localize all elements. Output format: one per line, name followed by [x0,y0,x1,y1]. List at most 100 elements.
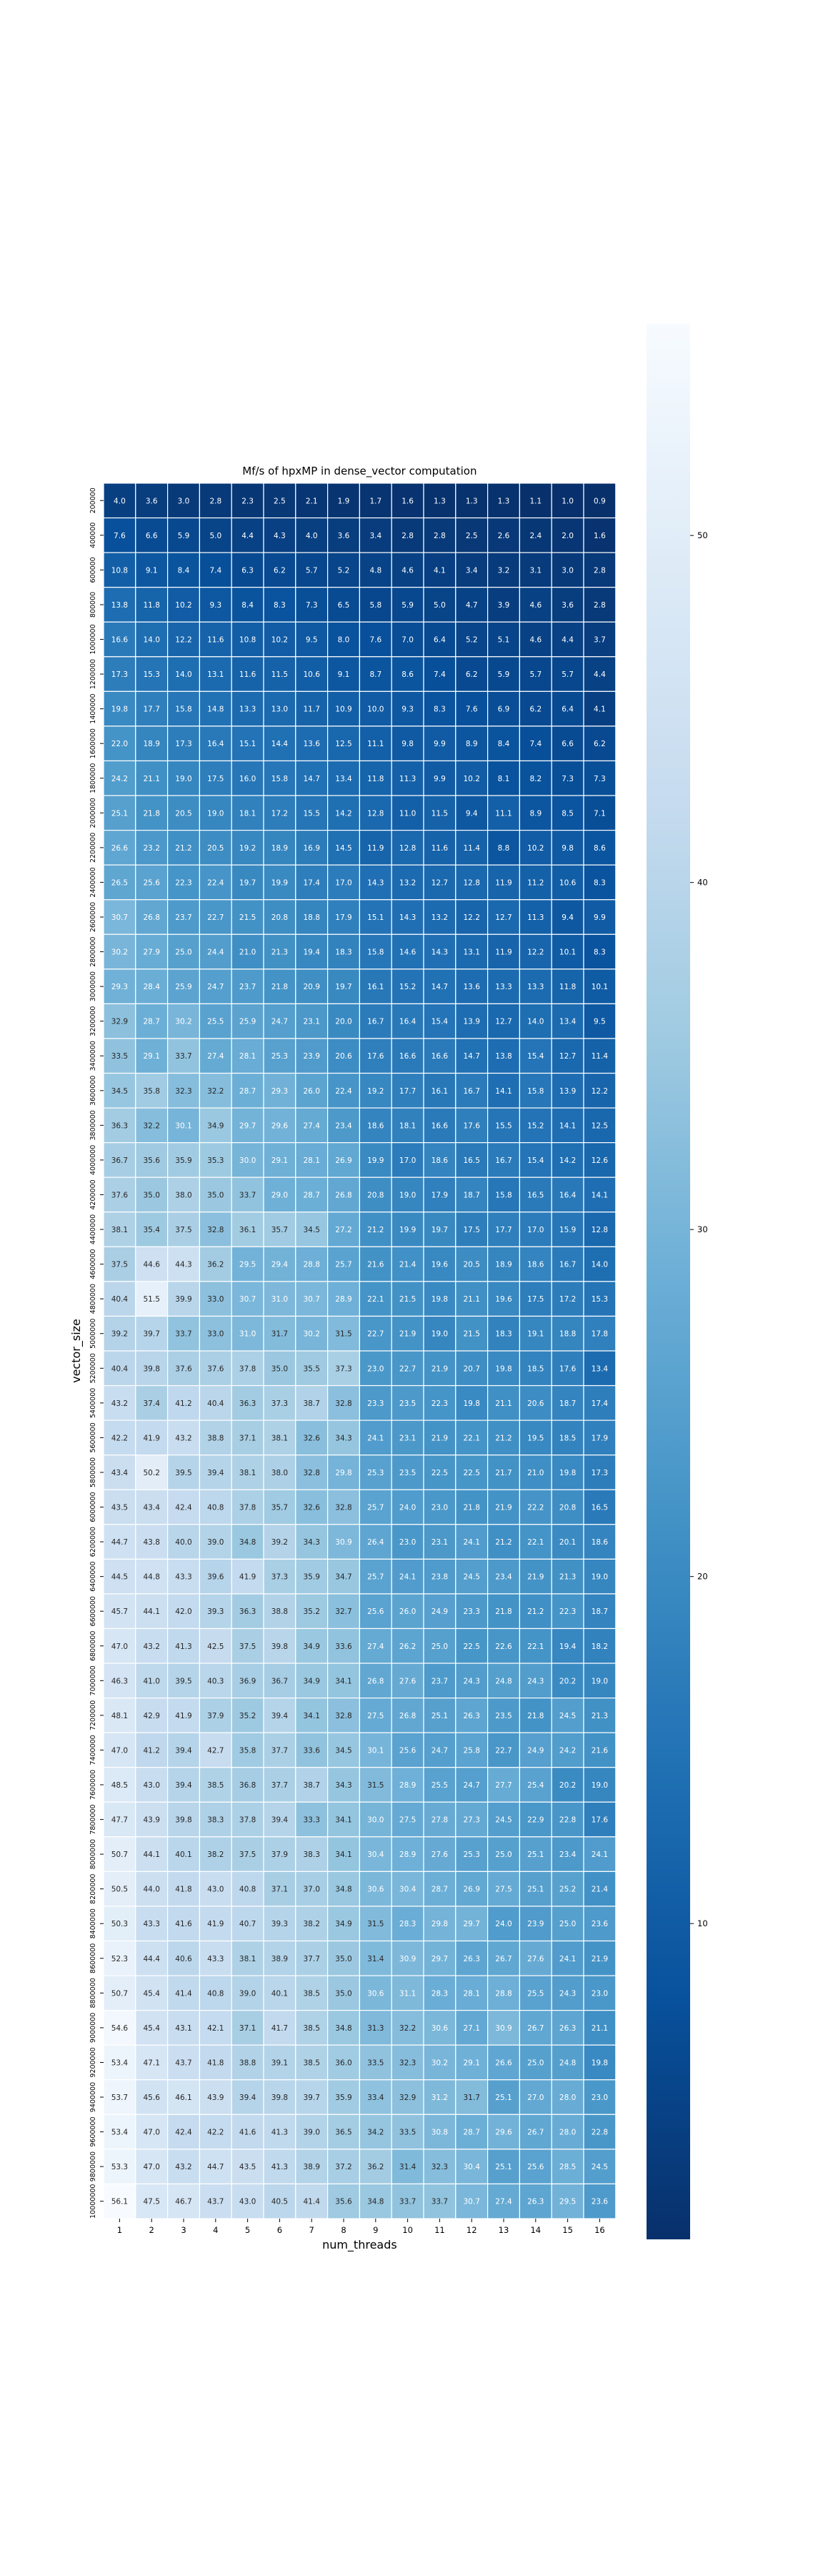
y-tick-label: 5600000 [89,1422,97,1452]
heatmap-cell [135,2114,169,2150]
cell-value-label: 2.5 [466,532,478,540]
cell-value-label: 33.3 [304,1816,320,1825]
cell-value-label: 23.2 [144,844,160,853]
cell-value-label: 43.0 [144,1781,160,1790]
y-tick-label: 3800000 [89,1110,97,1140]
cell-value-label: 11.5 [432,809,448,818]
cell-value-label: 4.0 [114,497,126,505]
heatmap-cell [199,621,232,658]
cell-value-label: 8.4 [498,740,510,748]
cell-value-label: 24.7 [432,1746,448,1755]
heatmap-cell [199,1975,232,2011]
cell-value-label: 21.1 [495,1400,512,1408]
cell-value-label: 18.5 [559,1434,576,1442]
heatmap-cell [167,969,201,1004]
cell-value-label: 40.7 [239,1920,256,1928]
cell-value-label: 15.8 [527,1087,544,1096]
cell-value-label: 43.3 [144,1920,160,1928]
y-tick-label: 7800000 [89,1804,97,1834]
heatmap-cell [135,1489,169,1525]
cell-value-label: 38.2 [304,1920,320,1928]
cell-value-label: 19.6 [495,1295,512,1304]
heatmap-cell [167,621,201,658]
cell-value-label: 25.0 [432,1643,448,1651]
heatmap-cell [167,1455,201,1490]
cell-value-label: 23.7 [432,1677,448,1685]
cell-value-label: 16.1 [432,1087,448,1096]
cell-value-label: 39.6 [207,1573,224,1582]
cell-value-label: 41.7 [271,2024,288,2033]
heatmap-cell [295,587,329,623]
heatmap-cell [327,1038,361,1074]
cell-value-label: 22.4 [335,1087,352,1096]
cell-value-label: 17.6 [367,1052,384,1061]
heatmap-cell [487,1975,520,2011]
heatmap-cell [295,656,329,692]
cell-value-label: 21.5 [399,1295,416,1304]
cell-value-label: 11.9 [495,878,512,887]
cell-value-label: 5.7 [306,566,318,575]
cell-value-label: 39.8 [144,1364,160,1373]
cell-value-label: 48.5 [111,1781,128,1790]
cell-value-label: 53.7 [111,2094,128,2102]
cell-value-label: 31.5 [367,1920,384,1928]
heatmap-cell [103,1767,136,1803]
cell-value-label: 19.0 [432,1330,448,1339]
cell-value-label: 22.0 [111,740,128,748]
cell-value-label: 14.7 [432,983,448,991]
cell-value-label: 37.7 [304,1955,320,1963]
heatmap-cell [103,1142,136,1178]
cell-value-label: 12.7 [559,1052,576,1061]
y-tick-label: 1000000 [89,624,97,654]
heatmap-cell [583,2044,617,2081]
heatmap-cell [551,1906,584,1942]
heatmap-cell [583,1836,617,1873]
heatmap-cell [519,690,552,727]
heatmap-cell [231,1732,264,1768]
heatmap-cell [167,899,201,935]
cell-value-label: 37.5 [111,1261,128,1269]
cell-value-label: 19.2 [367,1087,384,1096]
cell-value-label: 33.7 [175,1330,191,1339]
y-tick-label: 6600000 [89,1596,97,1626]
heatmap-cell [359,1350,392,1387]
heatmap-cell [231,1558,264,1595]
cell-value-label: 18.8 [304,913,320,922]
heatmap-cell [391,969,424,1004]
cell-value-label: 42.1 [207,2024,224,2033]
heatmap-cell [551,621,584,658]
cell-value-label: 38.1 [239,1469,256,1477]
heatmap-cell [295,690,329,727]
cell-value-label: 14.4 [271,740,289,748]
cell-value-label: 19.8 [592,2059,608,2067]
cell-value-label: 37.3 [335,1364,351,1373]
cell-value-label: 11.4 [464,844,481,853]
heatmap-cell [103,760,136,796]
cell-value-label: 31.0 [271,1295,288,1304]
heatmap-cell [199,760,232,796]
cell-value-label: 29.6 [495,2129,512,2137]
heatmap-cell [583,1524,617,1560]
cell-value-label: 32.3 [399,2059,416,2067]
heatmap-cell [423,2010,457,2046]
cell-value-label: 50.7 [111,1851,128,1859]
cell-value-label: 32.8 [335,1400,351,1408]
cell-value-label: 25.0 [527,2059,544,2067]
cell-value-label: 1.3 [498,497,510,505]
cell-value-label: 36.9 [239,1677,256,1685]
heatmap-cell [231,1315,264,1352]
heatmap-cell [103,1836,136,1873]
cell-value-label: 17.6 [592,1816,609,1825]
heatmap-cell [103,1593,136,1630]
heatmap-cell [519,2114,552,2150]
cell-value-label: 7.4 [434,670,446,679]
cell-value-label: 16.5 [464,1156,480,1165]
cell-value-label: 29.8 [432,1920,448,1928]
cell-value-label: 23.0 [432,1504,448,1512]
heatmap-cell [295,899,329,935]
heatmap-cell [167,1072,201,1109]
heatmap-cell [167,1489,201,1525]
cell-value-label: 30.9 [335,1538,351,1547]
cell-value-label: 35.2 [239,1712,256,1720]
heatmap-cell [199,2149,232,2185]
